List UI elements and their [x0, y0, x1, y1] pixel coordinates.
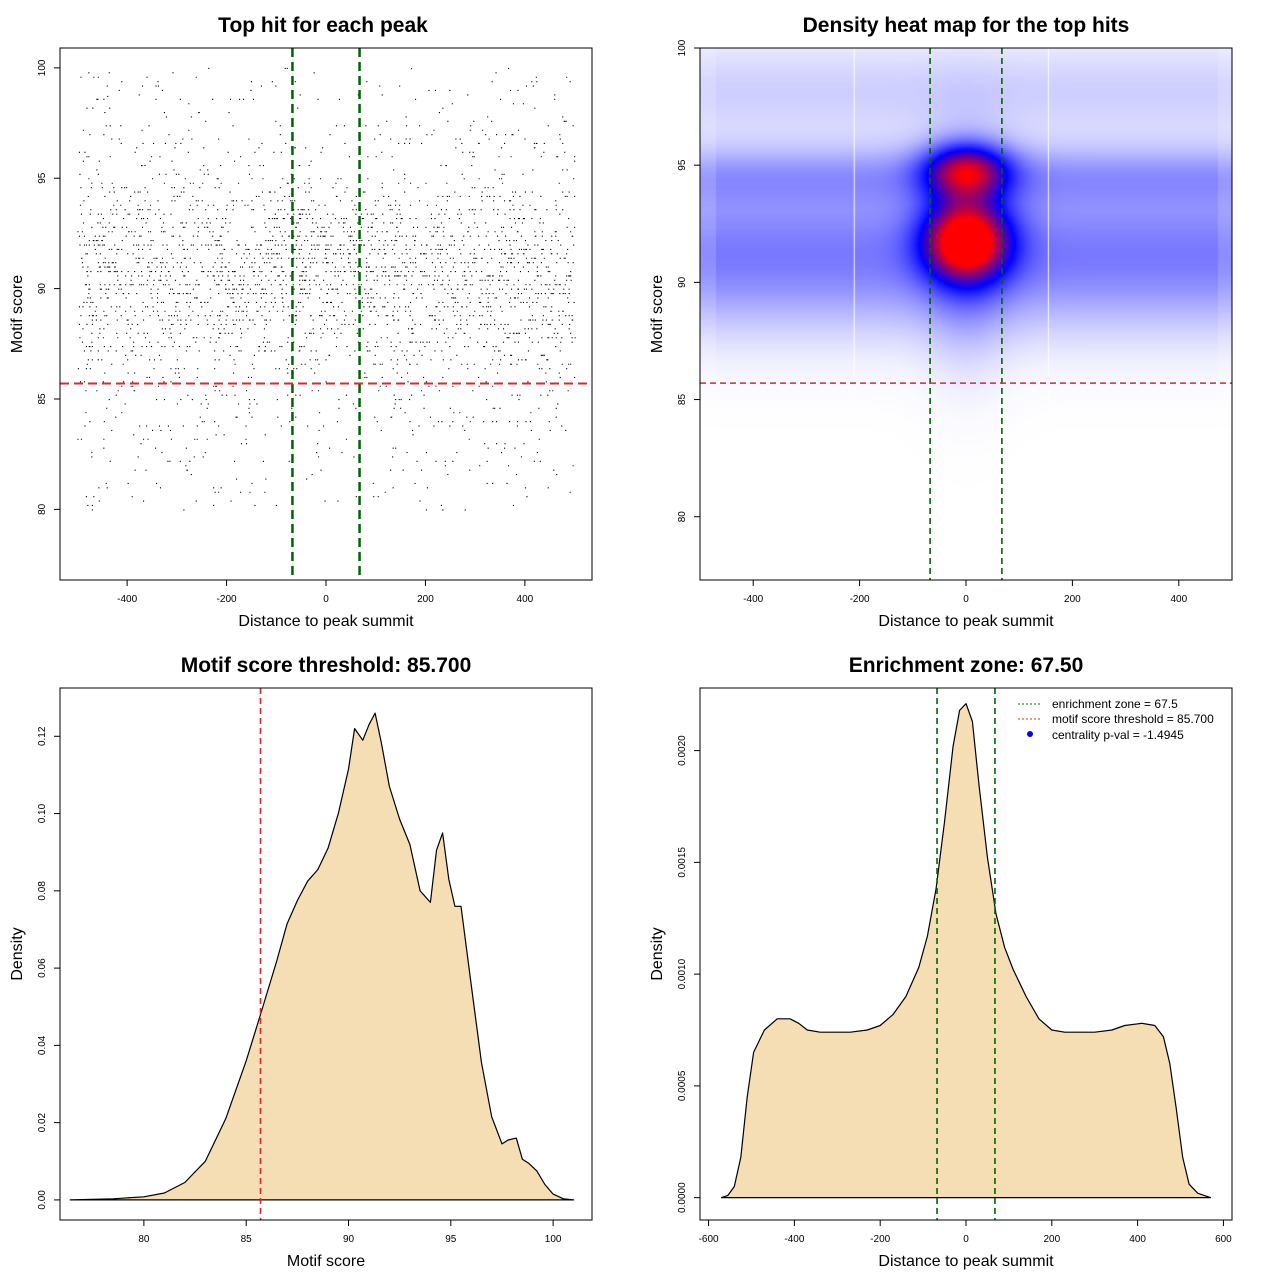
score-density-area — [69, 712, 575, 1201]
scatter-frame — [59, 47, 593, 581]
score-density-y-label: Density — [9, 927, 26, 980]
distance-density-y-tick-label: 0.0005 — [677, 1070, 688, 1101]
legend-label-enrichment: enrichment zone = 67.5 — [1052, 697, 1178, 711]
distance-density-x-tick-label: -400 — [784, 1234, 804, 1245]
scatter-x-label: Distance to peak summit — [238, 613, 414, 630]
scatter-y-axis: 80 85 90 95 100 — [37, 59, 60, 515]
legend: enrichment zone = 67.5 motif score thres… — [1018, 697, 1214, 742]
score-density-y-tick-label: 0.06 — [37, 958, 48, 978]
heatmap-canvas — [700, 48, 1232, 580]
distance-density-area — [720, 703, 1212, 1199]
scatter-marks — [60, 48, 592, 580]
panel-scatter: Top hit for each peak -400 -200 0 200 400 80… — [9, 14, 593, 630]
panel-distance-density: Enrichment zone: 67.50 -600 -400 -200 0 200 4… — [649, 654, 1233, 1270]
score-density-y-tick-label: 0.02 — [37, 1112, 48, 1132]
distance-density-y-tick-label: 0.0010 — [677, 958, 688, 989]
score-density-y-tick-label: 0.00 — [37, 1190, 48, 1210]
panel-score-density: Motif score threshold: 85.700 80 85 90 95 10… — [9, 654, 593, 1270]
distance-density-area-path — [720, 703, 1212, 1199]
scatter-y-tick-label: 80 — [37, 503, 48, 515]
distance-density-x-tick-label: -600 — [699, 1234, 719, 1245]
heatmap-x-tick-label: -400 — [743, 594, 763, 605]
scatter-y-tick-label: 90 — [37, 283, 48, 295]
heatmap-x-tick-label: 400 — [1170, 594, 1187, 605]
heatmap-image-wrap — [700, 48, 1232, 580]
score-density-x-tick-label: 95 — [445, 1234, 457, 1245]
legend-label-threshold: motif score threshold = 85.700 — [1052, 712, 1214, 726]
score-density-area-path — [69, 712, 575, 1201]
distance-density-x-label: Distance to peak summit — [878, 1253, 1054, 1270]
distance-density-title: Enrichment zone: 67.50 — [849, 654, 1084, 677]
score-density-y-axis: 0.00 0.02 0.04 0.06 0.08 0.10 0.12 — [37, 726, 60, 1210]
distance-density-marks — [936, 688, 996, 1220]
heatmap-x-tick-label: 200 — [1064, 594, 1081, 605]
heatmap-y-tick-label: 85 — [677, 394, 688, 406]
heatmap-y-tick-label: 100 — [677, 39, 688, 56]
panel-heatmap: Density heat map for the top hits -400 -2… — [649, 14, 1233, 630]
heatmap-y-tick-label: 95 — [677, 159, 688, 171]
heatmap-y-tick-label: 80 — [677, 511, 688, 523]
heatmap-x-tick-label: -200 — [850, 594, 870, 605]
score-density-x-label: Motif score — [287, 1253, 365, 1270]
legend-point-centrality — [1027, 731, 1033, 737]
score-density-x-axis: 80 85 90 95 100 — [138, 1219, 562, 1245]
scatter-x-tick-label: -400 — [117, 594, 137, 605]
heatmap-x-tick-label: 0 — [963, 594, 969, 605]
score-density-x-tick-label: 80 — [138, 1234, 150, 1245]
score-density-y-tick-label: 0.04 — [37, 1035, 48, 1055]
score-density-y-tick-label: 0.08 — [37, 881, 48, 901]
score-density-x-tick-label: 90 — [343, 1234, 355, 1245]
scatter-y-label: Motif score — [9, 275, 26, 353]
scatter-x-tick-label: 400 — [517, 594, 534, 605]
score-density-x-tick-label: 100 — [545, 1234, 562, 1245]
scatter-y-tick-label: 85 — [37, 393, 48, 405]
scatter-title: Top hit for each peak — [218, 14, 428, 37]
score-density-x-tick-label: 85 — [241, 1234, 253, 1245]
distance-density-x-tick-label: 200 — [1043, 1234, 1060, 1245]
legend-label-centrality: centrality p-val = -1.4945 — [1052, 728, 1184, 742]
heatmap-x-label: Distance to peak summit — [878, 613, 1054, 630]
heatmap-x-axis: -400 -200 0 200 400 — [743, 579, 1188, 605]
distance-density-x-tick-label: 600 — [1215, 1234, 1232, 1245]
distance-density-x-tick-label: 0 — [963, 1234, 969, 1245]
scatter-x-tick-label: 200 — [417, 594, 434, 605]
scatter-x-tick-label: -200 — [217, 594, 237, 605]
scatter-x-tick-label: 0 — [323, 594, 329, 605]
heatmap-y-label: Motif score — [649, 275, 666, 353]
scatter-points — [77, 67, 576, 511]
distance-density-y-label: Density — [649, 927, 666, 980]
distance-density-y-tick-label: 0.0015 — [677, 847, 688, 878]
distance-density-y-tick-label: 0.0020 — [677, 735, 688, 766]
distance-density-y-axis: 0.0000 0.0005 0.0010 0.0015 0.0020 — [677, 735, 700, 1213]
distance-density-y-tick-label: 0.0000 — [677, 1182, 688, 1213]
distance-density-x-axis: -600 -400 -200 0 200 400 600 — [699, 1219, 1232, 1245]
scatter-y-tick-label: 100 — [37, 59, 48, 76]
heatmap-y-axis: 80 85 90 95 100 — [677, 39, 700, 522]
heatmap-y-tick-label: 90 — [677, 276, 688, 288]
scatter-x-axis: -400 -200 0 200 400 — [117, 579, 534, 605]
scatter-y-tick-label: 95 — [37, 172, 48, 184]
distance-density-x-tick-label: 400 — [1129, 1234, 1146, 1245]
score-density-y-tick-label: 0.10 — [37, 803, 48, 823]
heatmap-marks — [700, 48, 1232, 580]
score-density-y-tick-label: 0.12 — [37, 726, 48, 746]
heatmap-title: Density heat map for the top hits — [803, 14, 1130, 37]
score-density-title: Motif score threshold: 85.700 — [181, 654, 472, 677]
distance-density-x-tick-label: -200 — [870, 1234, 890, 1245]
scatter-point-cloud — [77, 67, 576, 511]
